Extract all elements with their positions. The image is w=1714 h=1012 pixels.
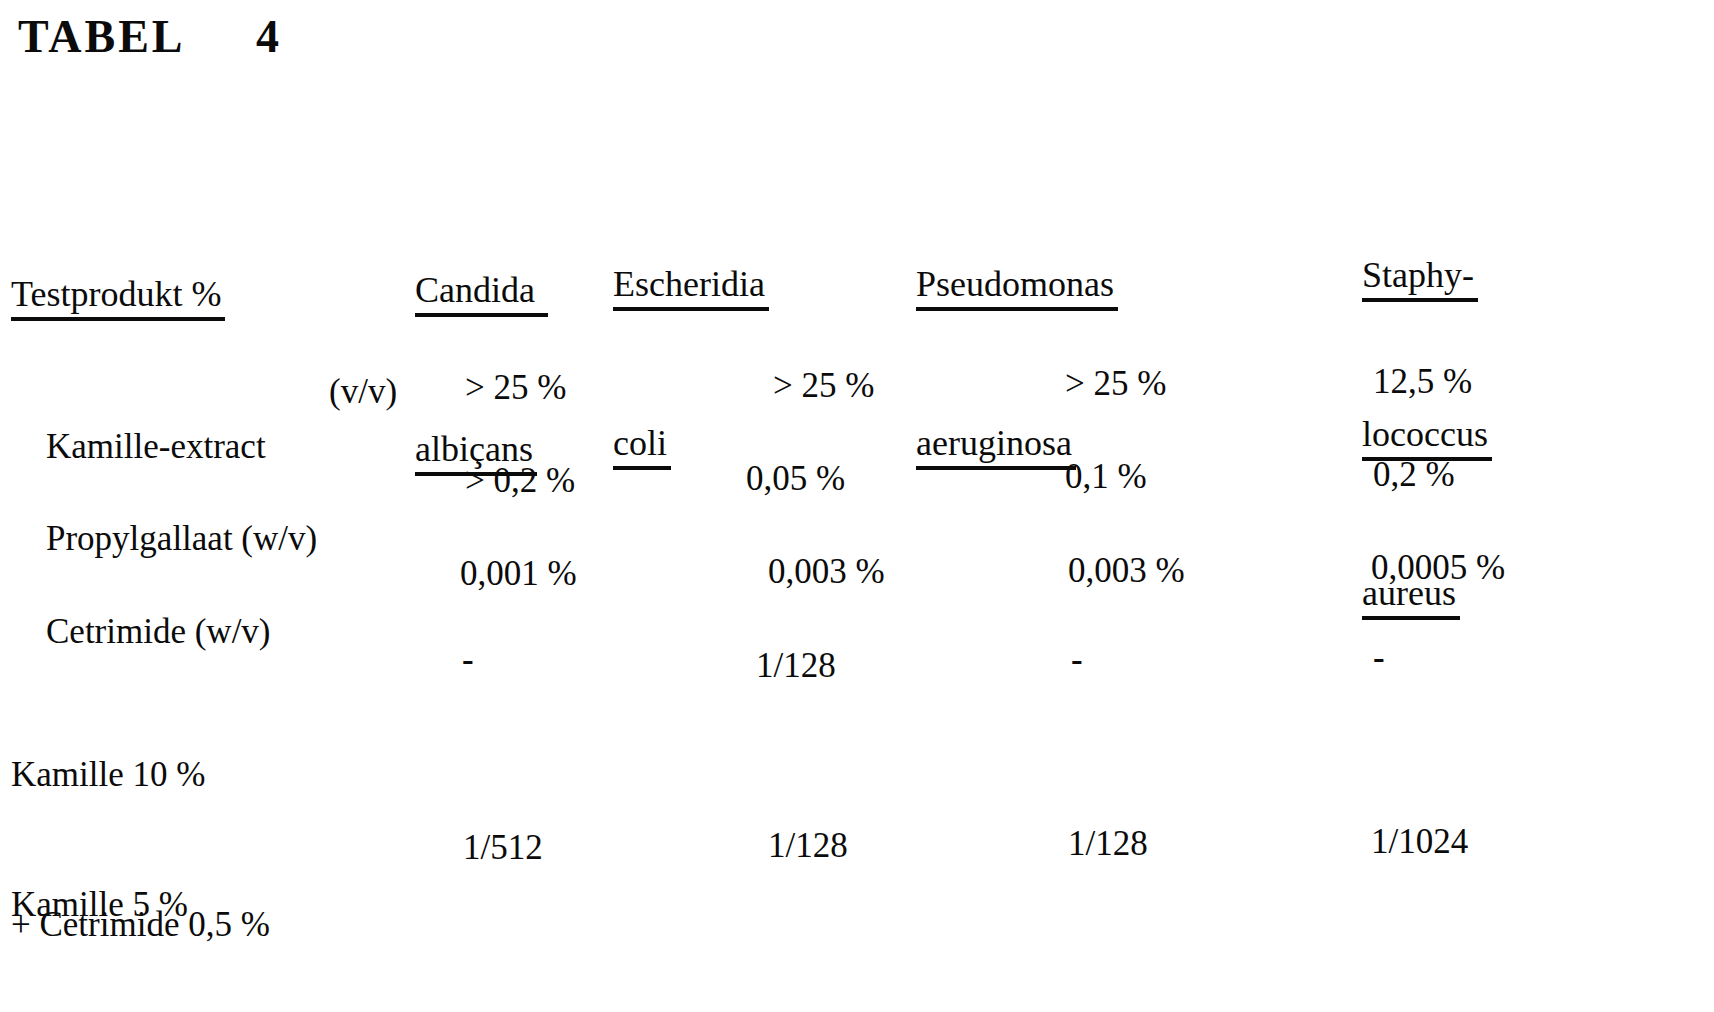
table-cell: > 25 % (465, 368, 566, 408)
table-cell: 1/128 (1068, 824, 1148, 864)
table-cell: 0,1 % (1065, 457, 1147, 497)
table-cell: 0,2 % (1373, 455, 1455, 495)
column-header-label: Testprodukt % (11, 276, 225, 321)
table-cell: > 25 % (773, 366, 874, 406)
row-label-text: Propylgallaat (w/v) (46, 519, 317, 558)
column-header-label: Escheridia (613, 266, 769, 311)
table-cell: 12,5 % (1373, 362, 1472, 402)
row-label-text: Kamille-extract (46, 427, 266, 466)
column-header-label: Candida (415, 272, 548, 317)
document-page: TABEL 4 Testprodukt % Candida albiçans E… (0, 0, 1714, 1012)
table-cell: 1/512 (463, 828, 543, 868)
row-label-text: Cetrimide (w/v) (46, 612, 271, 651)
table-cell: 0,003 % (1068, 551, 1185, 591)
table-cell: - (1071, 640, 1083, 680)
row-unit-vv: (v/v) (329, 372, 397, 412)
column-header-label: aeruginosa (916, 425, 1076, 470)
table-cell: 1/1024 (1371, 822, 1468, 862)
table-cell: - (462, 640, 474, 680)
table-cell: 0,05 % (746, 459, 845, 499)
table-cell: 1/128 (756, 646, 836, 686)
table-title: TABEL 4 (18, 10, 282, 63)
column-header-label: Staphy- (1362, 257, 1478, 302)
row-label-kamille5-propylgallaat-cetrimide: Kamille 5 % + Propylgallaat 0,2% + Cetri… (11, 780, 308, 1012)
table-cell: - (1373, 638, 1385, 678)
column-header-escheridia-coli: Escheridia coli (613, 152, 769, 576)
table-cell: 0,0005 % (1371, 548, 1505, 588)
table-cell: > 25 % (1065, 364, 1166, 404)
table-cell: 0,001 % (460, 554, 577, 594)
column-header-label: Pseudomonas (916, 266, 1118, 311)
column-header-label: coli (613, 425, 671, 470)
table-cell: 1/128 (768, 826, 848, 866)
table-cell: 0,003 % (768, 552, 885, 592)
row-label-text: Kamille 5 % (11, 880, 308, 930)
table-cell: > 0,2 % (465, 461, 575, 501)
